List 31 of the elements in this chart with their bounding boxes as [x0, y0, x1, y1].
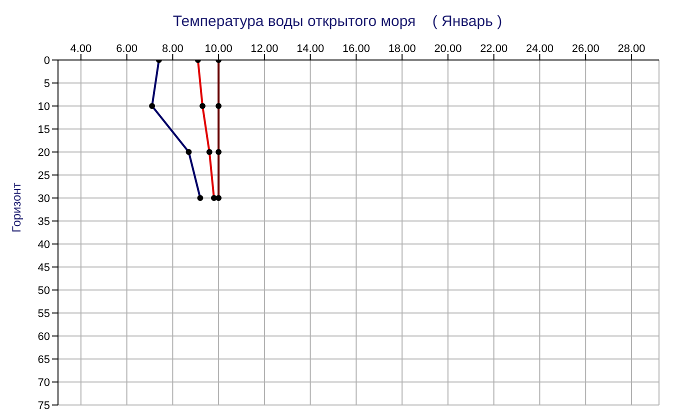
- x-tick-label: 8.00: [162, 43, 184, 55]
- y-tick-label: 55: [38, 308, 50, 320]
- x-tick-label: 28.00: [618, 43, 646, 55]
- x-tick-label: 24.00: [526, 43, 554, 55]
- chart-title: Температура воды открытого моря ( Январь ): [172, 12, 504, 32]
- y-tick-label: 60: [38, 330, 50, 343]
- y-tick-label: 45: [38, 262, 50, 274]
- y-tick-label: 65: [38, 354, 50, 366]
- x-tick-label: 20.00: [434, 43, 462, 55]
- x-tick-label: 14.00: [296, 43, 324, 55]
- y-tick-label: 10: [38, 100, 50, 113]
- x-tick-label: 6.00: [116, 43, 138, 55]
- y-tick-label: 30: [38, 192, 50, 205]
- x-tick-label: 22.00: [480, 43, 508, 55]
- y-tick-label: 70: [38, 376, 50, 389]
- y-tick-label: 50: [38, 284, 50, 297]
- x-tick-label: 10.00: [204, 43, 232, 55]
- y-tick-label: 25: [38, 170, 50, 182]
- x-tick-label: 18.00: [388, 43, 416, 55]
- y-tick-label: 75: [38, 400, 50, 412]
- x-tick-label: 4.00: [70, 43, 92, 55]
- x-tick-label: 26.00: [572, 43, 600, 55]
- y-tick-label: 5: [44, 78, 50, 90]
- y-tick-label: 15: [38, 124, 50, 136]
- y-tick-label: 0: [44, 54, 50, 67]
- y-tick-label: 20: [38, 146, 50, 159]
- x-tick-label: 16.00: [342, 43, 370, 55]
- x-tick-label: 12.00: [250, 43, 278, 55]
- y-axis-title: Горизонт: [9, 182, 24, 232]
- y-tick-label: 40: [38, 238, 50, 251]
- y-tick-label: 35: [38, 216, 50, 228]
